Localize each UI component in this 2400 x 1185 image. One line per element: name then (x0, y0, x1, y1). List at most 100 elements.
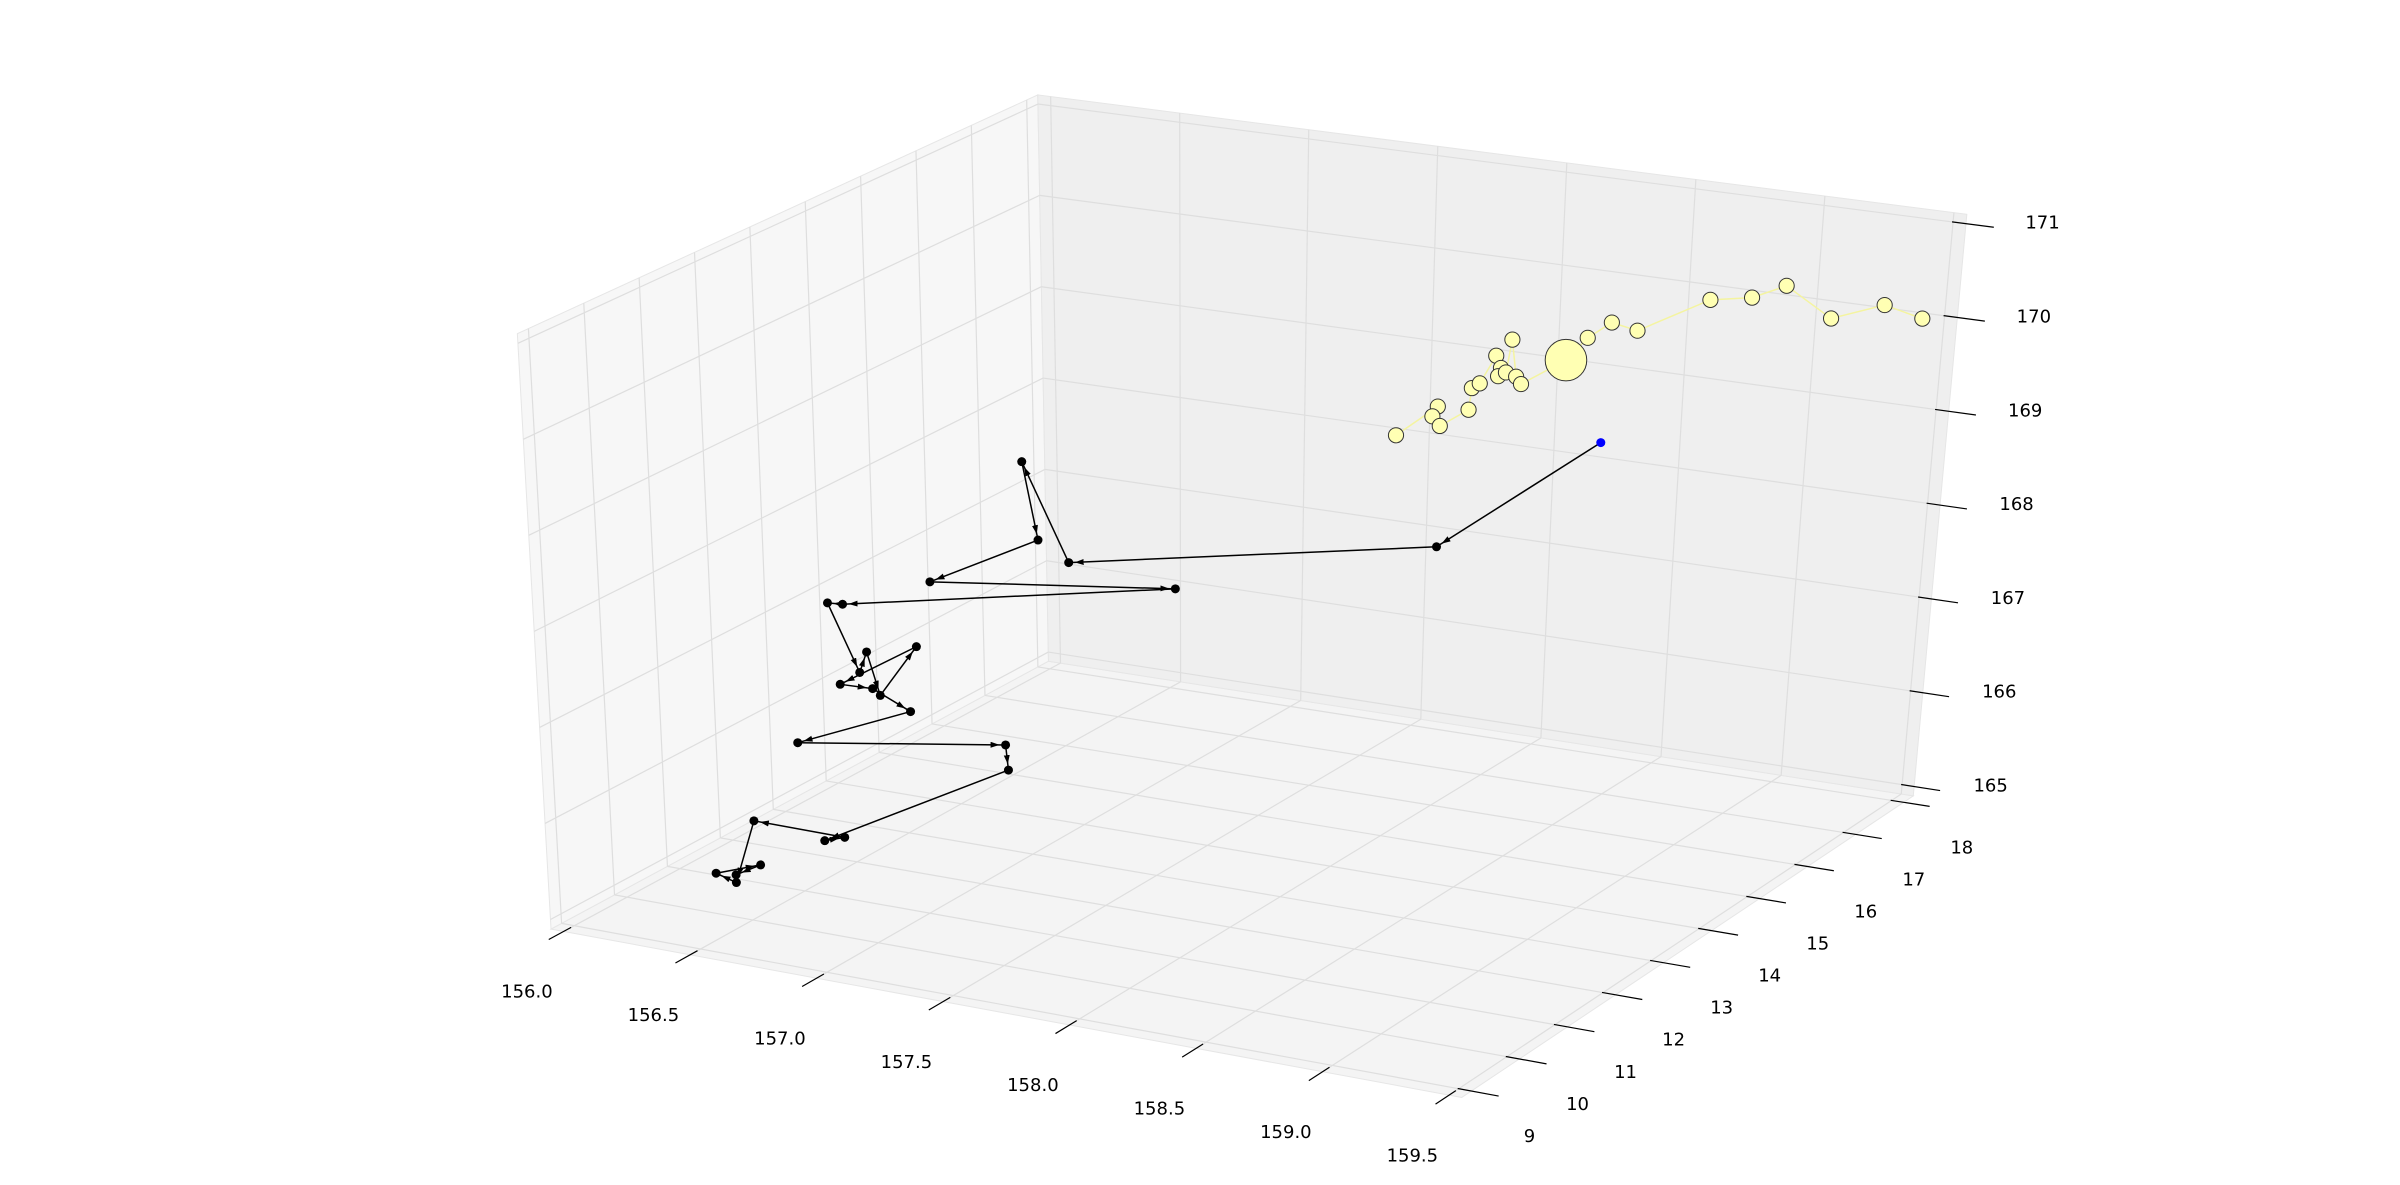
grid-line (942, 718, 1422, 1003)
path-segment (715, 864, 761, 874)
point (1432, 542, 1442, 552)
grid-line (528, 286, 1042, 536)
point (838, 599, 848, 609)
tick-mark (1308, 1066, 1330, 1082)
y-tick-label: 9 (1524, 1126, 1535, 1147)
path-segment (842, 588, 1176, 607)
grid-line (1448, 793, 1902, 1096)
z-tick-label: 170 (2017, 306, 2051, 327)
x-tick-label: 156.5 (628, 1005, 680, 1026)
point (1778, 277, 1795, 294)
grid-line (931, 723, 1808, 868)
grid-line (550, 651, 1049, 921)
z-tick-label: 171 (2025, 213, 2059, 234)
point (822, 598, 832, 608)
point (1431, 417, 1448, 435)
grid-line (689, 681, 1181, 956)
point (820, 836, 830, 846)
path-segment (1436, 441, 1602, 548)
tick-mark (1601, 991, 1643, 1001)
path-segment (826, 602, 861, 673)
tick-mark (1435, 1090, 1457, 1105)
grid-line (1048, 651, 1915, 788)
tick-mark (1650, 959, 1691, 968)
point (1001, 740, 1011, 750)
grid-line (1037, 666, 1904, 803)
grid-line (1043, 377, 1941, 506)
grid-line (1039, 194, 1958, 319)
tick-mark (928, 996, 951, 1011)
point (840, 832, 850, 842)
z-tick-label: 168 (1999, 494, 2033, 515)
point (862, 647, 872, 657)
tick-mark (1935, 408, 1976, 416)
point (855, 667, 865, 677)
path-segment (879, 646, 917, 696)
point (756, 860, 766, 870)
grid-line (720, 837, 1616, 996)
grid-line (984, 694, 1856, 836)
path-segment (1021, 461, 1039, 541)
tick-mark (1901, 783, 1941, 792)
grid-line (826, 780, 1712, 932)
point (911, 642, 921, 652)
point (1017, 457, 1027, 467)
z-tick-label: 165 (1973, 776, 2007, 797)
path-segment (753, 820, 845, 839)
y-tick-label: 10 (1566, 1094, 1589, 1115)
point (1003, 765, 1013, 775)
grid-line (533, 377, 1044, 632)
y-tick-label: 15 (1806, 933, 1829, 954)
point (731, 878, 741, 888)
tick-mark (1505, 1055, 1547, 1065)
point (1460, 401, 1477, 418)
grid-line (667, 865, 1568, 1028)
point (1876, 296, 1893, 314)
x-tick-label: 156.0 (501, 982, 553, 1003)
point (925, 577, 935, 587)
tick-mark (1918, 596, 1959, 604)
grid-line (563, 662, 1061, 932)
point (1743, 289, 1761, 306)
tick-mark (1943, 315, 1985, 322)
grid-line (879, 751, 1760, 900)
tick-mark (1794, 863, 1834, 872)
point (1471, 375, 1488, 392)
point (1504, 331, 1521, 348)
point (793, 738, 803, 748)
grid-line (1322, 774, 1782, 1073)
y-tick-label: 16 (1854, 901, 1877, 922)
tick-mark (1457, 1087, 1499, 1097)
grid-line (1046, 560, 1923, 694)
point (1170, 584, 1180, 594)
tick-mark (1842, 831, 1882, 840)
point (1914, 310, 1931, 327)
grid-line (1195, 756, 1662, 1049)
path-segment (840, 683, 873, 690)
x-tick-label: 157.0 (754, 1028, 806, 1049)
grid-line (1037, 103, 1967, 225)
point (1387, 427, 1405, 444)
tick-mark (1055, 1020, 1078, 1035)
y-tick-label: 18 (1950, 837, 1973, 858)
tick-mark (1890, 799, 1930, 807)
path-segment (797, 710, 911, 744)
grid-line (614, 894, 1520, 1060)
point (1629, 322, 1646, 339)
tick-mark (1181, 1043, 1204, 1058)
point (1596, 438, 1606, 448)
grid-line (773, 808, 1664, 964)
point (1064, 558, 1074, 568)
grid-line (561, 922, 1472, 1092)
path-segment (929, 539, 1039, 583)
point (731, 870, 741, 880)
tick-mark (801, 973, 825, 988)
point (835, 679, 845, 689)
point (1512, 375, 1530, 393)
path-segment (797, 741, 1006, 748)
point (749, 816, 759, 826)
point (868, 684, 878, 694)
x-tick-label: 159.5 (1387, 1145, 1439, 1166)
